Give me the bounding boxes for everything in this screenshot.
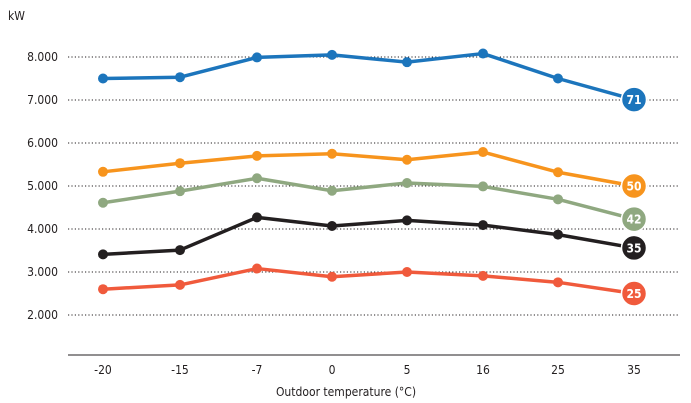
x-tick-label: 25: [551, 363, 565, 377]
end-label-badge: [620, 234, 648, 262]
gridlines: [68, 56, 680, 316]
data-point: [478, 147, 488, 158]
data-point: [252, 212, 262, 223]
data-point: [478, 220, 488, 231]
data-point: [98, 284, 108, 295]
y-tick-label: 8.000: [27, 50, 58, 64]
data-point: [175, 245, 185, 256]
series-25: 25: [98, 263, 648, 307]
data-point: [402, 177, 412, 188]
x-tick-label: 35: [627, 363, 641, 377]
data-point: [175, 279, 185, 290]
data-point: [327, 49, 337, 60]
data-point: [553, 277, 563, 288]
data-point: [175, 72, 185, 83]
x-tick-label: 5: [404, 363, 411, 377]
y-tick-label: 3.000: [27, 265, 58, 279]
y-tick-label: 2.000: [27, 308, 58, 322]
data-point: [175, 158, 185, 169]
data-point: [327, 148, 337, 159]
data-point: [252, 263, 262, 274]
series-line: [102, 51, 635, 102]
y-tick-label: 5.000: [27, 179, 58, 193]
x-tick-label: -20: [94, 363, 112, 377]
series-50: 50: [98, 147, 648, 200]
data-point: [402, 57, 412, 68]
x-tick-label: -15: [171, 363, 189, 377]
end-label-badge: [620, 172, 648, 200]
y-tick-label: 4.000: [27, 222, 58, 236]
end-label-text: 25: [626, 287, 641, 301]
end-label-badge: [620, 280, 648, 307]
data-point: [478, 270, 488, 281]
data-point: [327, 220, 337, 231]
series-line: [102, 215, 635, 257]
x-axis-label: Outdoor temperature (°C): [276, 385, 416, 399]
data-point: [553, 229, 563, 240]
data-point: [327, 271, 337, 282]
data-point: [327, 185, 337, 196]
end-label-text: 35: [626, 241, 641, 255]
data-point: [98, 73, 108, 84]
series-line: [102, 176, 635, 221]
x-tick-label: 0: [329, 363, 336, 377]
x-axis-ticks: -20 -15 -7 0 5 16 25 35: [94, 363, 641, 377]
end-label-text: 50: [626, 180, 641, 194]
data-point: [252, 52, 262, 63]
data-point: [98, 197, 108, 208]
series-35: 35: [98, 212, 648, 262]
data-point: [98, 166, 108, 177]
data-point: [252, 173, 262, 184]
data-point: [402, 154, 412, 165]
data-point: [553, 194, 563, 205]
end-label-text: 71: [626, 93, 641, 107]
series-42: 42: [98, 173, 648, 233]
end-label-badge: [620, 205, 648, 233]
series-group: 71 50 42 35 25: [98, 48, 648, 307]
data-point: [553, 73, 563, 84]
series-line: [102, 150, 635, 188]
y-axis-ticks: 8.000 7.000 6.000 5.000 4.000 3.000 2.000: [27, 50, 58, 322]
data-point: [175, 186, 185, 197]
end-label-badge: [620, 86, 648, 113]
data-point: [478, 48, 488, 59]
data-point: [478, 181, 488, 192]
data-point: [553, 167, 563, 178]
data-point: [252, 150, 262, 161]
x-tick-label: -7: [252, 363, 263, 377]
y-tick-label: 7.000: [27, 93, 58, 107]
data-point: [402, 215, 412, 226]
series-71: 71: [98, 48, 648, 113]
data-point: [98, 249, 108, 260]
x-tick-label: 16: [476, 363, 490, 377]
series-line: [102, 266, 635, 296]
y-axis-label: kW: [8, 9, 25, 23]
y-tick-label: 6.000: [27, 136, 58, 150]
data-point: [402, 267, 412, 277]
end-label-text: 42: [626, 213, 641, 227]
